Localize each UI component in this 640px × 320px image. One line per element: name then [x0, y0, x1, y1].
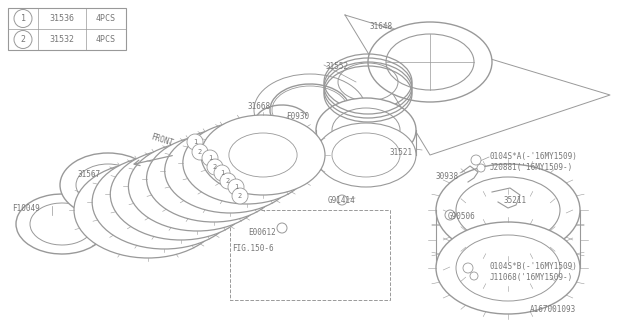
- Text: 4PCS: 4PCS: [96, 35, 116, 44]
- Circle shape: [471, 155, 481, 165]
- Text: 2: 2: [213, 164, 217, 170]
- Text: 2: 2: [20, 35, 26, 44]
- Circle shape: [202, 150, 218, 166]
- Circle shape: [214, 165, 230, 181]
- Text: 30938: 30938: [436, 172, 459, 181]
- Text: 1: 1: [193, 139, 197, 145]
- Text: 1: 1: [20, 14, 26, 23]
- Bar: [230, 210, 390, 300]
- Text: 31648: 31648: [370, 22, 393, 31]
- Ellipse shape: [183, 122, 310, 204]
- Circle shape: [470, 272, 478, 280]
- Text: 0104S*B(-'16MY1509): 0104S*B(-'16MY1509): [490, 262, 578, 271]
- Ellipse shape: [60, 153, 156, 217]
- Text: 2: 2: [238, 193, 242, 199]
- Text: 2: 2: [226, 178, 230, 184]
- Circle shape: [192, 144, 208, 160]
- Text: J20881('16MY1509-): J20881('16MY1509-): [490, 163, 573, 172]
- Text: 4PCS: 4PCS: [96, 14, 116, 23]
- Text: J11068('16MY1509-): J11068('16MY1509-): [490, 273, 573, 282]
- Ellipse shape: [254, 74, 366, 146]
- Text: 1: 1: [208, 155, 212, 161]
- Text: 31567: 31567: [78, 170, 101, 179]
- Text: 35211: 35211: [504, 196, 527, 205]
- Ellipse shape: [436, 222, 580, 314]
- Text: G91414: G91414: [328, 196, 356, 205]
- Circle shape: [14, 10, 32, 28]
- Circle shape: [187, 134, 203, 150]
- Circle shape: [477, 164, 485, 172]
- Ellipse shape: [436, 164, 580, 256]
- Circle shape: [277, 223, 287, 233]
- Text: 31532: 31532: [49, 35, 74, 44]
- Ellipse shape: [316, 123, 416, 187]
- Ellipse shape: [316, 98, 416, 162]
- Ellipse shape: [201, 115, 325, 195]
- Text: E00612: E00612: [248, 228, 276, 237]
- Circle shape: [445, 210, 455, 220]
- Circle shape: [207, 159, 223, 175]
- Text: 1: 1: [220, 170, 224, 176]
- Text: 31521: 31521: [390, 148, 413, 157]
- Circle shape: [220, 173, 236, 189]
- Text: 31536: 31536: [49, 14, 74, 23]
- Text: FRONT: FRONT: [150, 132, 174, 148]
- Circle shape: [232, 188, 248, 204]
- Text: A167001093: A167001093: [530, 305, 576, 314]
- Ellipse shape: [147, 135, 281, 222]
- Bar: [8, 8, 126, 50]
- Text: F10049: F10049: [12, 204, 40, 213]
- Text: FIG.150-6: FIG.150-6: [232, 244, 274, 253]
- Text: 1: 1: [234, 184, 238, 190]
- Ellipse shape: [368, 22, 492, 102]
- Ellipse shape: [74, 162, 222, 258]
- Text: 31668: 31668: [248, 102, 271, 111]
- Text: G90506: G90506: [448, 212, 476, 221]
- Circle shape: [337, 195, 347, 205]
- Ellipse shape: [110, 148, 252, 240]
- Text: 31552: 31552: [325, 62, 348, 71]
- Circle shape: [228, 179, 244, 195]
- Text: 2: 2: [198, 149, 202, 155]
- Ellipse shape: [129, 142, 266, 231]
- Ellipse shape: [164, 128, 296, 213]
- Ellipse shape: [92, 155, 237, 249]
- Circle shape: [14, 30, 32, 49]
- Text: F0930: F0930: [286, 112, 309, 121]
- Text: 0104S*A(-'16MY1509): 0104S*A(-'16MY1509): [490, 152, 578, 161]
- Circle shape: [463, 263, 473, 273]
